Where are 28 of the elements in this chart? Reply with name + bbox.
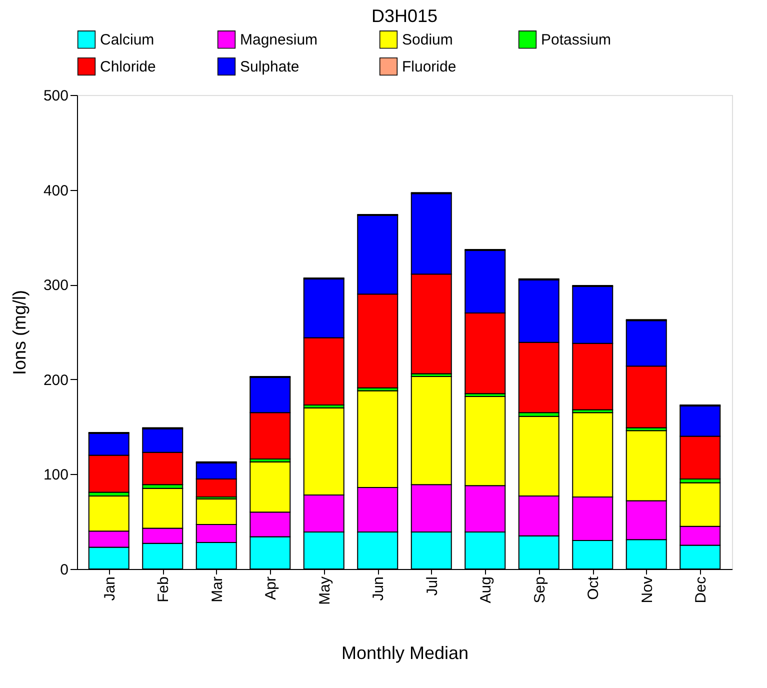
legend-label: Sodium	[402, 32, 453, 49]
x-tick-label: Dec	[692, 576, 710, 604]
y-tick-label: 400	[43, 182, 68, 200]
legend-label: Calcium	[100, 32, 154, 49]
x-tick-label: May	[316, 576, 334, 605]
x-tick-label: Aug	[478, 576, 495, 604]
y-axis-title: Ions (mg/l)	[9, 290, 30, 376]
legend-label: Fluoride	[402, 58, 456, 76]
y-tick-label: 100	[43, 466, 68, 484]
legend-label: Chloride	[100, 58, 156, 76]
y-tick-label: 0	[60, 562, 68, 578]
x-tick-label: Jul	[424, 576, 441, 596]
x-tick-label: Feb	[155, 576, 172, 602]
x-tick-label: Sep	[531, 576, 548, 604]
y-tick-label: 300	[43, 277, 68, 294]
x-tick-label: Jun	[370, 576, 388, 601]
chart-title: D3H015	[371, 6, 438, 26]
x-tick-label: Mar	[208, 576, 226, 602]
legend-label: Potassium	[541, 32, 612, 49]
legend-label: Magnesium	[240, 32, 318, 49]
y-tick-label: 200	[43, 372, 68, 389]
x-tick-label: Oct	[585, 576, 602, 600]
x-axis-title: Monthly Median	[341, 642, 469, 663]
legend-label: Sulphate	[240, 58, 300, 76]
x-tick-label: Nov	[638, 576, 656, 604]
x-tick-label: Jan	[101, 576, 118, 601]
y-tick-label: 500	[43, 88, 68, 104]
x-tick-label: Apr	[262, 576, 280, 600]
